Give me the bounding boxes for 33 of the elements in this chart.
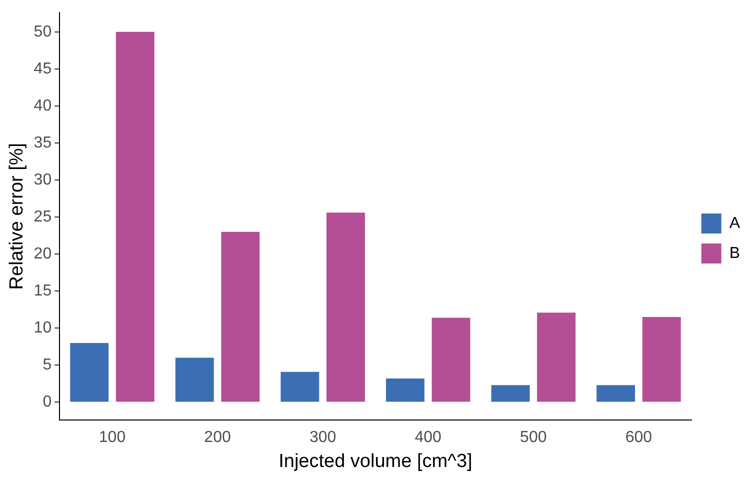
x-tick-label: 100: [98, 429, 126, 446]
bar: [221, 232, 260, 402]
bar: [386, 378, 424, 402]
y-tick-label: 45: [34, 60, 52, 78]
bar: [175, 358, 214, 402]
bar: [70, 342, 109, 402]
x-tick-label: 200: [204, 429, 231, 446]
x-tick-label: 400: [414, 429, 442, 446]
legend-label: A: [729, 214, 740, 232]
y-tick-label: 15: [34, 282, 52, 300]
bar: [596, 385, 636, 402]
y-tick-label: 40: [34, 97, 52, 114]
y-tick-label: 10: [34, 320, 52, 337]
y-tick-label: 0: [42, 394, 52, 411]
x-tick-label: 600: [625, 429, 652, 446]
x-tick-label: 500: [520, 429, 547, 446]
y-tick-label: 50: [34, 23, 52, 40]
legend-label: B: [729, 244, 740, 262]
x-axis-title: Injected volume [cm^3]: [278, 450, 472, 472]
bar: [432, 318, 470, 402]
x-tick-label: 300: [309, 429, 336, 446]
bar: [326, 212, 365, 402]
bar: [491, 385, 530, 402]
y-tick-label: 25: [34, 208, 52, 226]
y-tick-label: 5: [42, 356, 52, 374]
bar: [116, 32, 154, 402]
bar: [537, 312, 576, 402]
bar: [642, 317, 681, 402]
y-tick-label: 30: [34, 171, 52, 188]
y-tick-label: 20: [34, 245, 52, 262]
y-axis-title: Relative error [%]: [6, 142, 28, 290]
bar: [280, 372, 320, 402]
y-tick-label: 35: [34, 134, 52, 152]
